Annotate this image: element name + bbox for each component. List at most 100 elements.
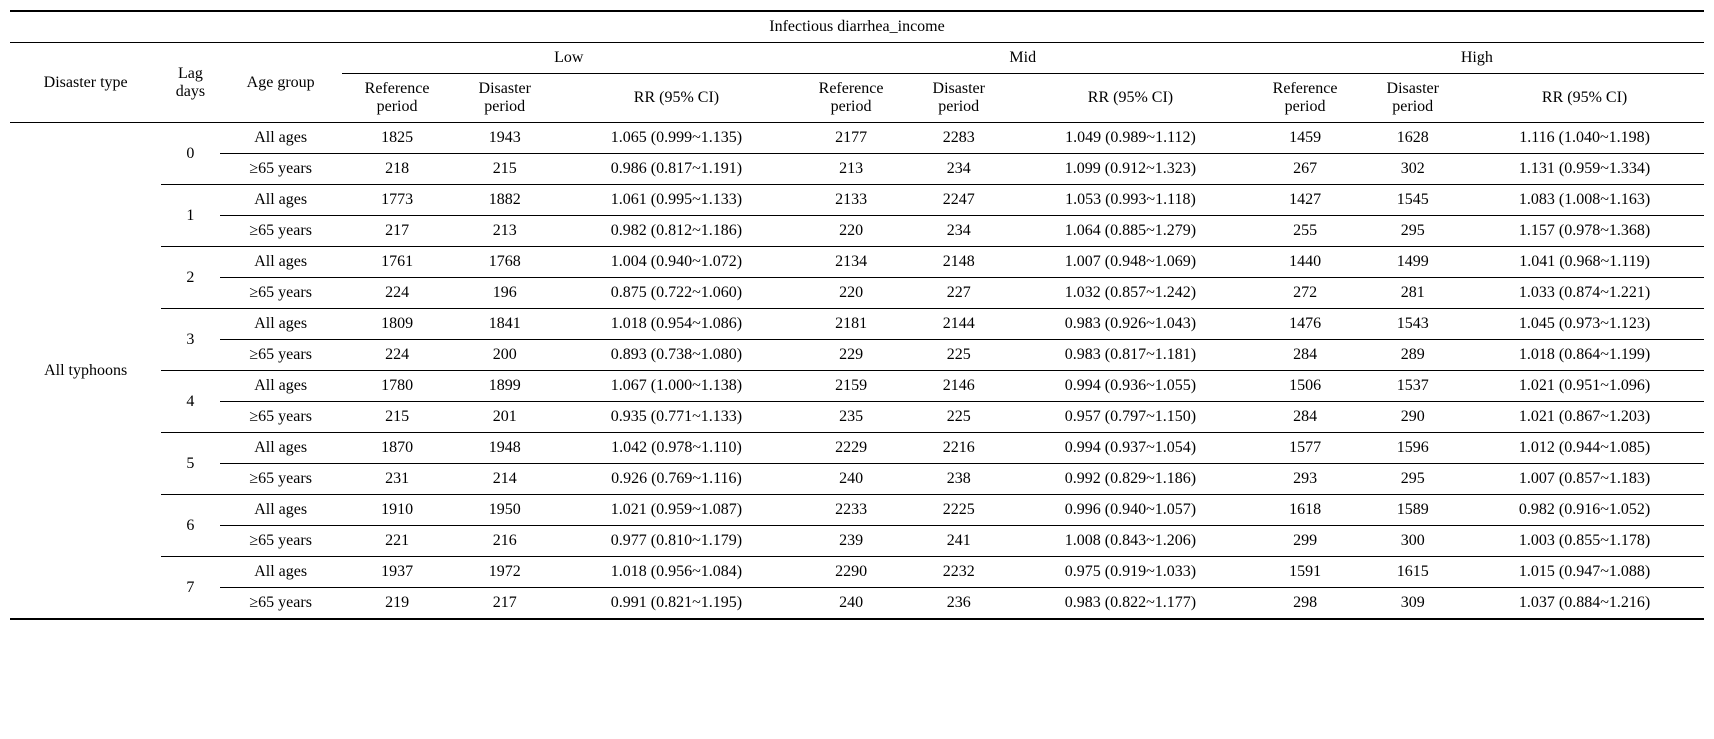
cell-age: All ages [220,185,342,216]
cell-mid-rr: 0.994 (0.936~1.055) [1011,371,1250,402]
header-level-low: Low [342,43,796,74]
cell-high-dis: 281 [1360,278,1465,309]
cell-high-rr: 1.021 (0.951~1.096) [1465,371,1704,402]
cell-high-dis: 295 [1360,216,1465,247]
cell-age: All ages [220,433,342,464]
cell-mid-rr: 1.049 (0.989~1.112) [1011,123,1250,154]
table-title: Infectious diarrhea_income [10,11,1704,43]
cell-high-ref: 1506 [1250,371,1361,402]
cell-age: ≥65 years [220,402,342,433]
header-mid-dis: Disaster period [906,74,1011,123]
cell-mid-rr: 1.007 (0.948~1.069) [1011,247,1250,278]
table-row: ≥65 years2241960.875 (0.722~1.060)220227… [10,278,1704,309]
table-row: ≥65 years2182150.986 (0.817~1.191)213234… [10,154,1704,185]
cell-mid-dis: 241 [906,526,1011,557]
cell-low-dis: 1948 [452,433,557,464]
table-row: ≥65 years2192170.991 (0.821~1.195)240236… [10,588,1704,620]
cell-age: ≥65 years [220,464,342,495]
table-row: ≥65 years2242000.893 (0.738~1.080)229225… [10,340,1704,371]
cell-low-ref: 1761 [342,247,453,278]
cell-low-rr: 1.021 (0.959~1.087) [557,495,796,526]
cell-low-rr: 1.018 (0.954~1.086) [557,309,796,340]
cell-high-ref: 298 [1250,588,1361,620]
cell-high-rr: 1.003 (0.855~1.178) [1465,526,1704,557]
cell-mid-rr: 0.983 (0.817~1.181) [1011,340,1250,371]
cell-mid-dis: 2146 [906,371,1011,402]
cell-low-dis: 201 [452,402,557,433]
cell-lag: 4 [161,371,219,433]
cell-mid-dis: 2283 [906,123,1011,154]
cell-high-rr: 1.041 (0.968~1.119) [1465,247,1704,278]
cell-high-ref: 1459 [1250,123,1361,154]
cell-age: ≥65 years [220,588,342,620]
cell-high-rr: 1.015 (0.947~1.088) [1465,557,1704,588]
cell-age: All ages [220,557,342,588]
cell-mid-dis: 236 [906,588,1011,620]
cell-high-dis: 1596 [1360,433,1465,464]
cell-age: ≥65 years [220,340,342,371]
header-level-high: High [1250,43,1704,74]
header-mid-ref: Reference period [796,74,907,123]
cell-lag: 2 [161,247,219,309]
cell-mid-ref: 2134 [796,247,907,278]
cell-low-rr: 1.061 (0.995~1.133) [557,185,796,216]
header-low-dis: Disaster period [452,74,557,123]
cell-high-rr: 1.131 (0.959~1.334) [1465,154,1704,185]
cell-low-ref: 1780 [342,371,453,402]
table-row: 3All ages180918411.018 (0.954~1.086)2181… [10,309,1704,340]
cell-low-ref: 1937 [342,557,453,588]
table-row: 7All ages193719721.018 (0.956~1.084)2290… [10,557,1704,588]
header-low-ref: Reference period [342,74,453,123]
cell-high-dis: 1537 [1360,371,1465,402]
cell-mid-ref: 235 [796,402,907,433]
cell-mid-dis: 2144 [906,309,1011,340]
header-high-rr: RR (95% CI) [1465,74,1704,123]
header-high-ref: Reference period [1250,74,1361,123]
cell-high-dis: 1499 [1360,247,1465,278]
cell-mid-ref: 2229 [796,433,907,464]
cell-high-rr: 1.037 (0.884~1.216) [1465,588,1704,620]
cell-mid-rr: 0.975 (0.919~1.033) [1011,557,1250,588]
cell-mid-ref: 2133 [796,185,907,216]
cell-low-dis: 214 [452,464,557,495]
cell-mid-ref: 239 [796,526,907,557]
cell-high-rr: 1.083 (1.008~1.163) [1465,185,1704,216]
cell-mid-dis: 2216 [906,433,1011,464]
header-age-group: Age group [220,43,342,123]
cell-low-dis: 196 [452,278,557,309]
cell-low-ref: 224 [342,278,453,309]
cell-mid-rr: 0.992 (0.829~1.186) [1011,464,1250,495]
cell-low-dis: 1899 [452,371,557,402]
cell-low-dis: 217 [452,588,557,620]
cell-low-dis: 200 [452,340,557,371]
cell-low-dis: 1972 [452,557,557,588]
cell-mid-ref: 213 [796,154,907,185]
cell-high-dis: 1615 [1360,557,1465,588]
cell-low-rr: 0.991 (0.821~1.195) [557,588,796,620]
cell-high-ref: 284 [1250,340,1361,371]
cell-high-ref: 255 [1250,216,1361,247]
cell-high-rr: 0.982 (0.916~1.052) [1465,495,1704,526]
cell-low-ref: 1825 [342,123,453,154]
cell-mid-dis: 238 [906,464,1011,495]
cell-low-dis: 1882 [452,185,557,216]
cell-high-rr: 1.018 (0.864~1.199) [1465,340,1704,371]
cell-high-ref: 1591 [1250,557,1361,588]
table-row: ≥65 years2312140.926 (0.769~1.116)240238… [10,464,1704,495]
cell-low-ref: 1809 [342,309,453,340]
cell-age: ≥65 years [220,154,342,185]
header-low-rr: RR (95% CI) [557,74,796,123]
cell-high-ref: 272 [1250,278,1361,309]
cell-low-ref: 219 [342,588,453,620]
cell-low-rr: 1.042 (0.978~1.110) [557,433,796,464]
cell-lag: 3 [161,309,219,371]
cell-low-rr: 0.986 (0.817~1.191) [557,154,796,185]
cell-low-rr: 0.935 (0.771~1.133) [557,402,796,433]
cell-high-dis: 295 [1360,464,1465,495]
cell-low-ref: 231 [342,464,453,495]
table-row: 2All ages176117681.004 (0.940~1.072)2134… [10,247,1704,278]
cell-high-ref: 1440 [1250,247,1361,278]
table-row: ≥65 years2152010.935 (0.771~1.133)235225… [10,402,1704,433]
header-level-mid: Mid [796,43,1250,74]
diarrhea-income-table: Infectious diarrhea_income Disaster type… [10,10,1704,620]
